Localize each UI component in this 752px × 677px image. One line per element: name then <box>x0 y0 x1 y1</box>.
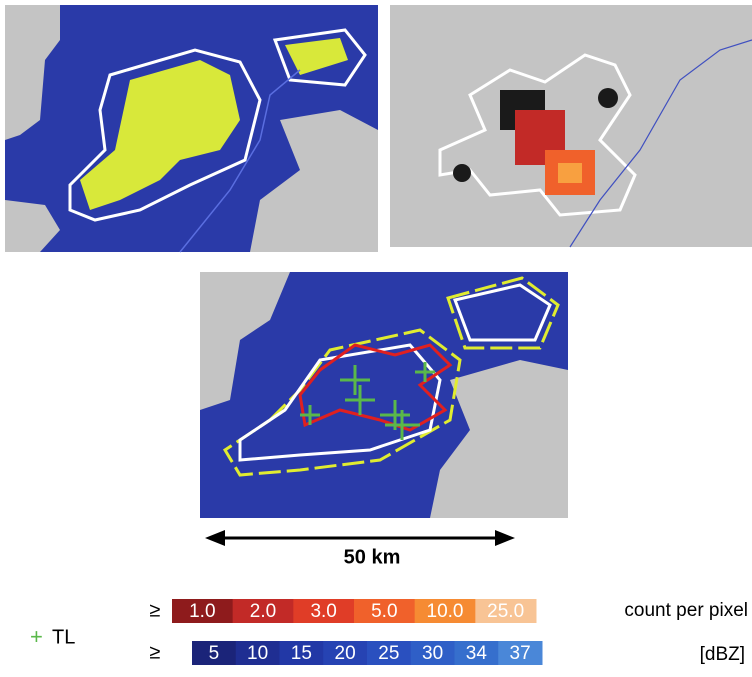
legend-unit: [dBZ] <box>700 644 745 665</box>
legend-label: 5.0 <box>371 601 397 622</box>
legend-label: 20 <box>335 643 356 664</box>
scale-label: 50 km <box>344 546 401 568</box>
legend-prefix: ≥ <box>150 599 161 621</box>
count-pixel <box>558 163 582 183</box>
legend-label: 37 <box>510 643 531 664</box>
legend-label: 10 <box>247 643 268 664</box>
legend-label: 30 <box>422 643 443 664</box>
radar-map <box>5 5 378 252</box>
legend-label: 10.0 <box>427 601 464 622</box>
combined-map <box>200 272 568 518</box>
figure: 50 km + TL ≥ ≥ count per pixel [dBZ] 1.0… <box>0 0 752 672</box>
legend-label: 3.0 <box>310 601 336 622</box>
legend-label: 1.0 <box>189 601 215 622</box>
arrow-head <box>205 530 225 546</box>
legend-label: 25 <box>378 643 399 664</box>
marker-symbol: + <box>30 624 43 649</box>
legend-label: 25.0 <box>487 601 524 622</box>
marker-label: TL <box>52 626 75 648</box>
arrow-head <box>495 530 515 546</box>
legend-unit: count per pixel <box>624 600 748 621</box>
scale-bar: 50 km <box>205 530 515 568</box>
page: 50 km + TL ≥ ≥ count per pixel [dBZ] 1.0… <box>0 0 752 677</box>
lightning-map <box>390 5 752 247</box>
count-pixel <box>598 88 618 108</box>
legend-label: 34 <box>466 643 488 664</box>
legend-label: 2.0 <box>250 601 276 622</box>
legend-label: 15 <box>291 643 312 664</box>
map-background <box>390 5 752 247</box>
count-pixel <box>453 164 471 182</box>
legend-label: 5 <box>209 643 220 664</box>
colorbars: 1.0 2.0 3.0 5.0 10.0 25.0 5 10 15 20 25 30 34 37 <box>172 599 543 665</box>
legend-prefix: ≥ <box>150 641 161 663</box>
